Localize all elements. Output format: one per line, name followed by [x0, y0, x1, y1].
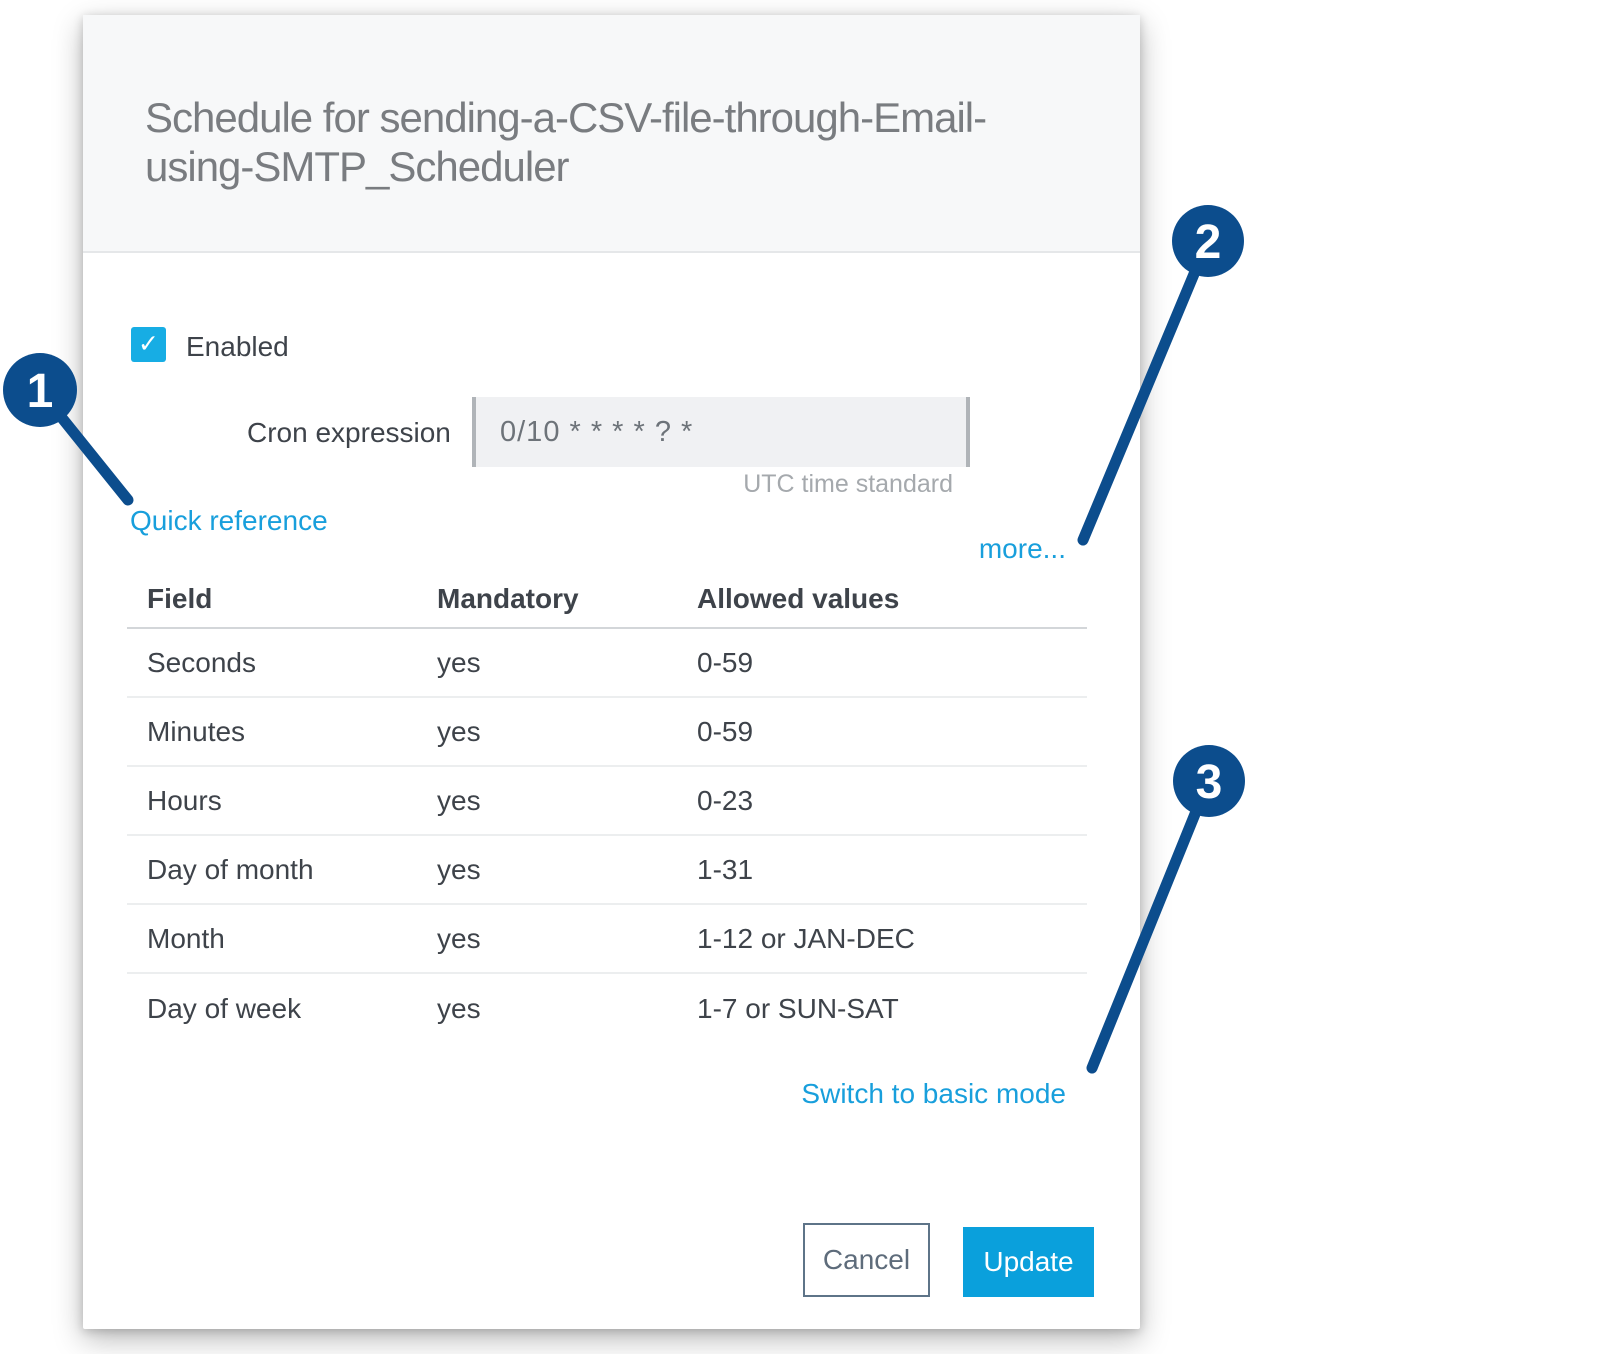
mandatory-cell: yes: [437, 853, 481, 885]
callout-number-3: 3: [1196, 756, 1223, 809]
allowed-values-cell: 1-31: [697, 853, 754, 885]
enabled-label: Enabled: [186, 331, 289, 362]
table-row: Day of week yes 1-7 or SUN-SAT: [127, 974, 1087, 1043]
allowed-values-cell: 0-23: [697, 784, 754, 816]
update-button[interactable]: Update: [963, 1227, 1094, 1297]
quick-reference-link[interactable]: Quick reference: [130, 505, 328, 536]
callout-badge-2: [1172, 205, 1244, 277]
mandatory-cell: yes: [437, 922, 481, 954]
callout-badge-3: [1173, 745, 1245, 817]
callout-number-1: 1: [27, 365, 54, 418]
allowed-values-cell: 1-12 or JAN-DEC: [697, 922, 915, 954]
field-cell: Hours: [147, 784, 222, 816]
mandatory-cell: yes: [437, 646, 481, 678]
enabled-checkbox[interactable]: ✓: [131, 327, 166, 362]
field-cell: Month: [147, 922, 225, 954]
cron-reference-table: Field Mandatory Allowed values Seconds y…: [127, 571, 1087, 1043]
switch-to-basic-mode-link[interactable]: Switch to basic mode: [801, 1078, 1066, 1109]
field-cell: Minutes: [147, 715, 246, 747]
table-row: Minutes yes 0-59: [127, 698, 1087, 767]
check-icon: ✓: [138, 330, 159, 358]
column-header-allowed-values: Allowed values: [697, 583, 900, 614]
dialog-header: Schedule for sending-a-CSV-file-through-…: [83, 15, 1140, 253]
more-link[interactable]: more...: [978, 533, 1066, 564]
mandatory-cell: yes: [437, 715, 481, 747]
allowed-values-cell: 0-59: [697, 646, 754, 678]
table-row: Seconds yes 0-59: [127, 629, 1087, 698]
allowed-values-cell: 1-7 or SUN-SAT: [697, 992, 899, 1024]
table-header-row: Field Mandatory Allowed values: [127, 571, 1087, 629]
cron-expression-input[interactable]: [472, 397, 970, 467]
mandatory-cell: yes: [437, 784, 481, 816]
table-row: Month yes 1-12 or JAN-DEC: [127, 905, 1087, 974]
callout-number-2: 2: [1195, 216, 1222, 269]
column-header-field: Field: [147, 583, 213, 614]
cron-expression-label: Cron expression: [247, 417, 451, 448]
cancel-button[interactable]: Cancel: [803, 1223, 930, 1297]
field-cell: Day of week: [147, 992, 302, 1024]
schedule-dialog: Schedule for sending-a-CSV-file-through-…: [83, 15, 1140, 1329]
column-header-mandatory: Mandatory: [437, 583, 579, 614]
table-row: Hours yes 0-23: [127, 767, 1087, 836]
dialog-title: Schedule for sending-a-CSV-file-through-…: [145, 94, 987, 191]
allowed-values-cell: 0-59: [697, 715, 754, 747]
table-row: Day of month yes 1-31: [127, 836, 1087, 905]
utc-time-hint: UTC time standard: [743, 470, 953, 498]
field-cell: Seconds: [147, 646, 256, 678]
callout-badge-1: [3, 353, 77, 427]
field-cell: Day of month: [147, 853, 314, 885]
mandatory-cell: yes: [437, 992, 481, 1024]
